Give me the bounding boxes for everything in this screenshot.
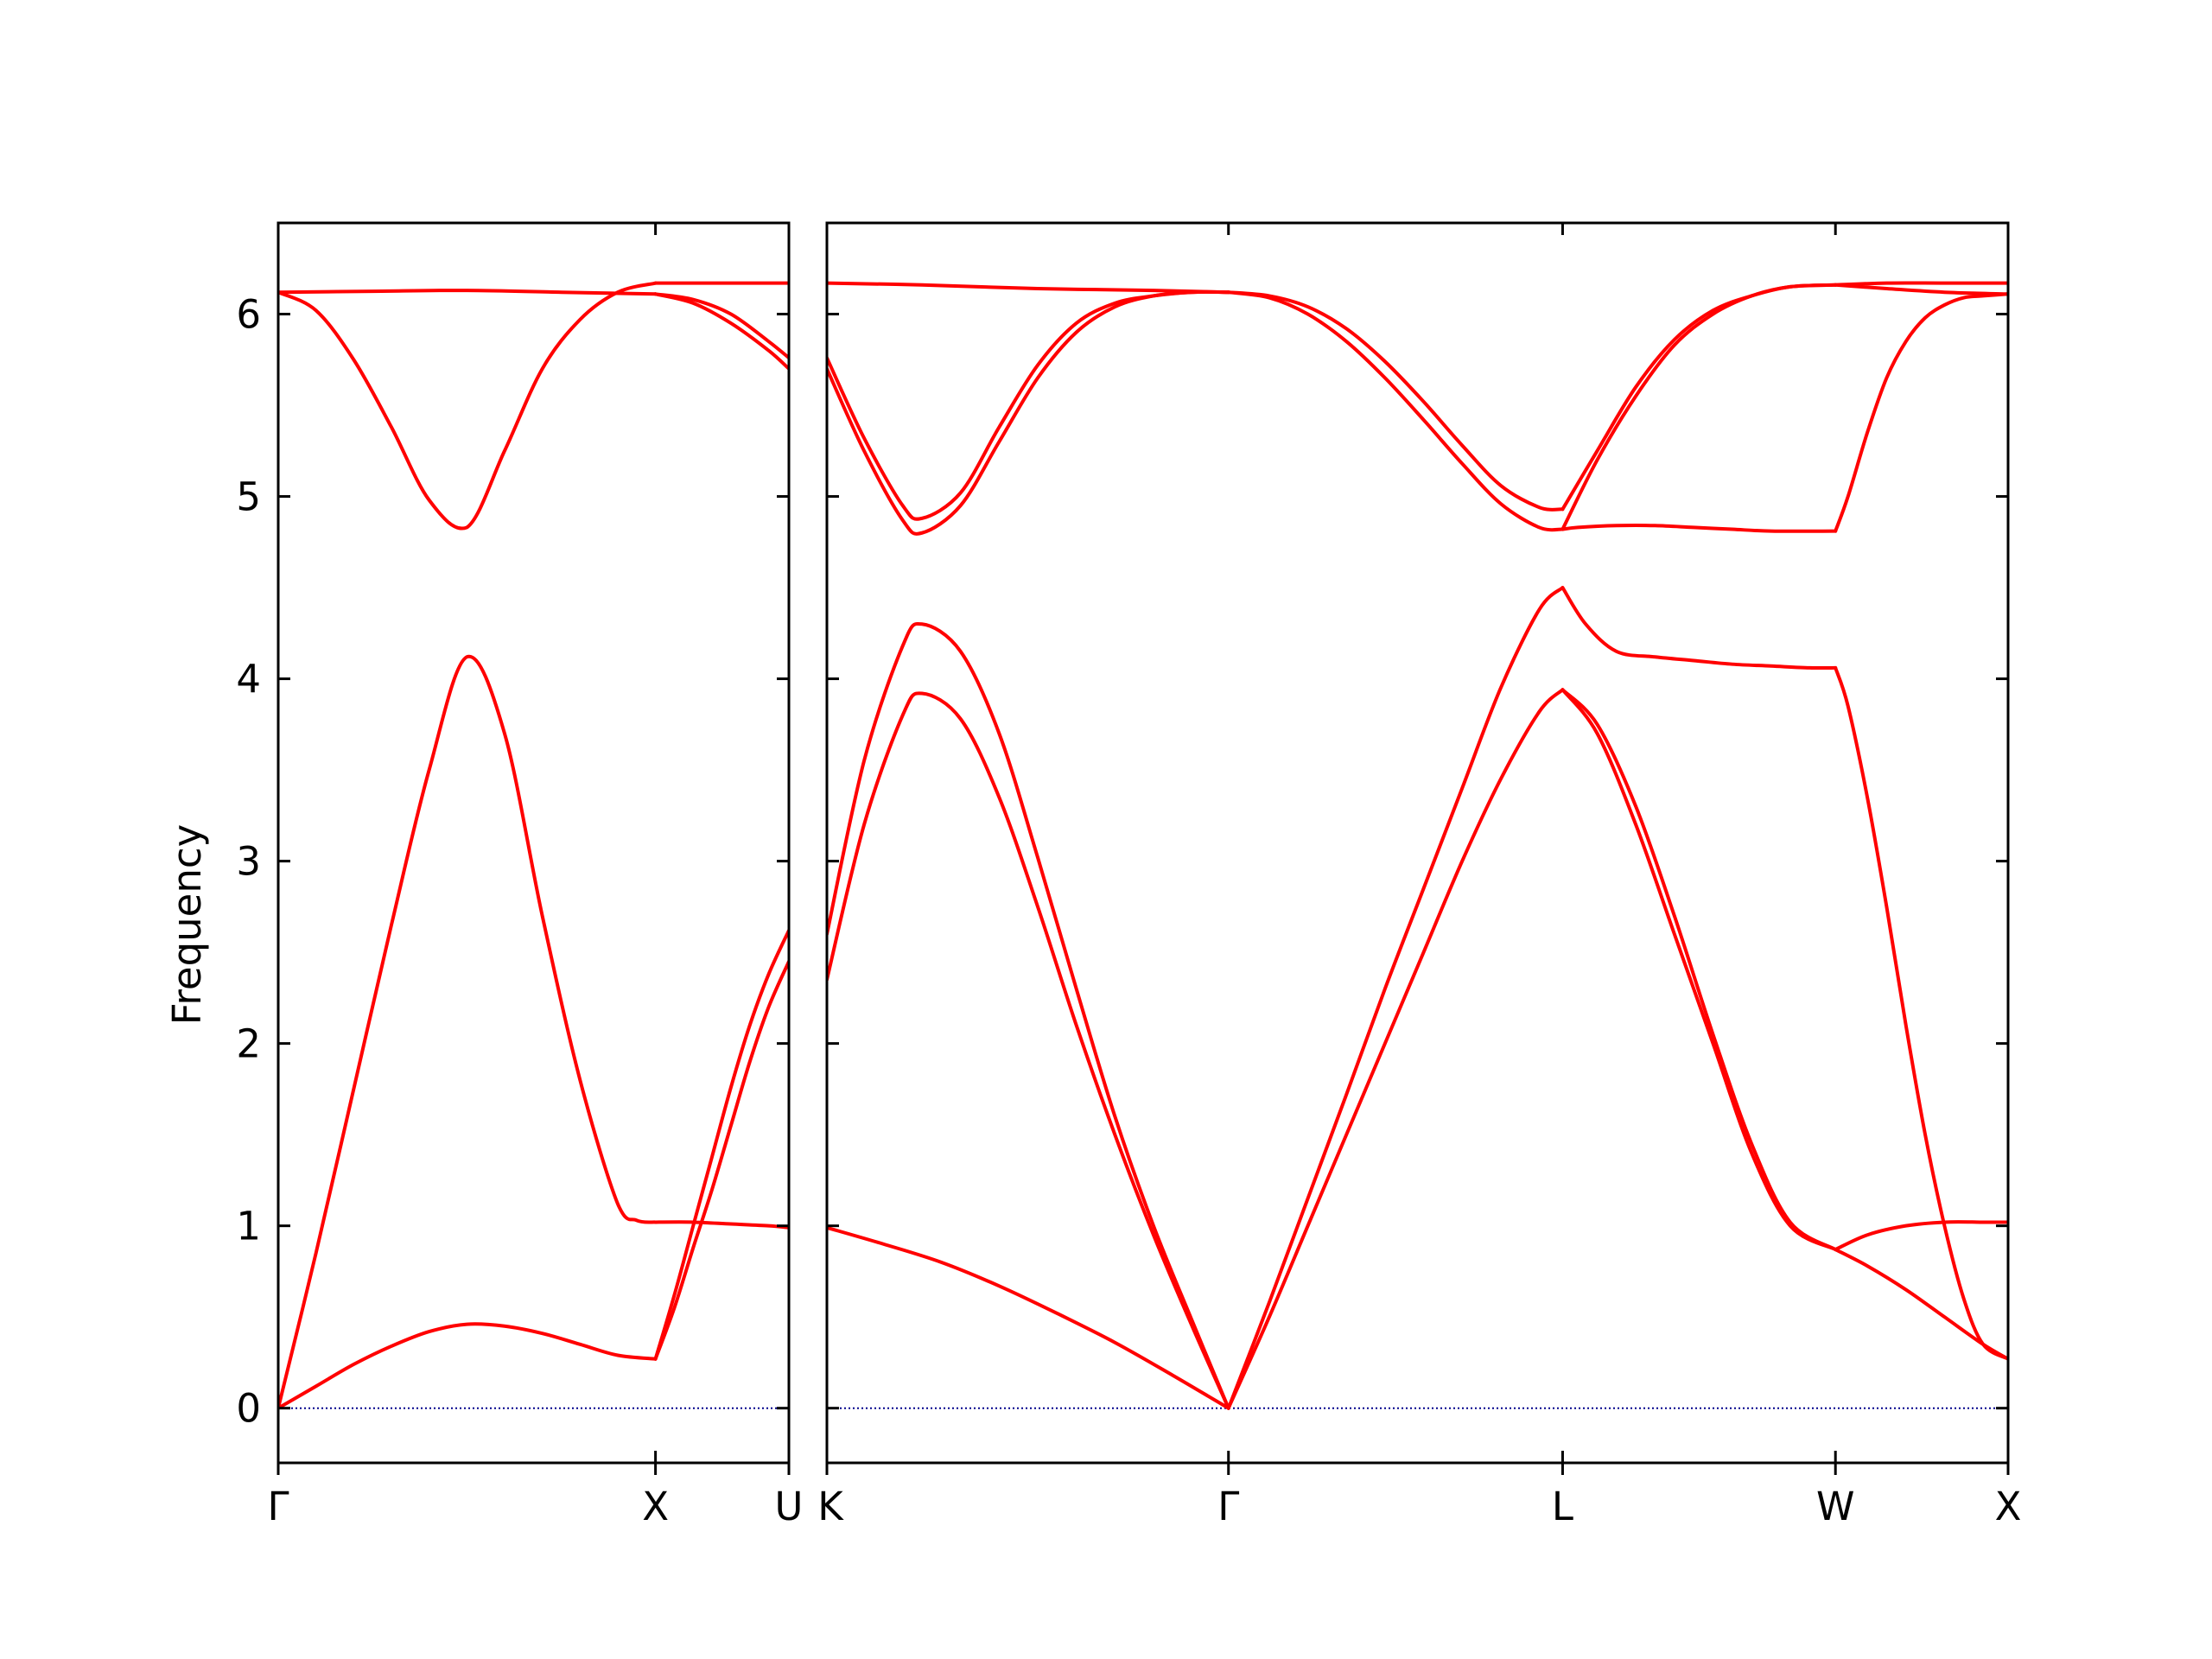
x-tick-label: X bbox=[1995, 1484, 2022, 1529]
band-line bbox=[1226, 290, 1565, 532]
band-line bbox=[1834, 1220, 2008, 1252]
band-line bbox=[827, 281, 1230, 295]
band-line bbox=[1560, 524, 1838, 533]
band-line bbox=[827, 1225, 1230, 1410]
band-line bbox=[1226, 688, 1565, 1410]
x-tick-label: X bbox=[642, 1484, 669, 1529]
band-line bbox=[1560, 586, 1838, 671]
band-line bbox=[653, 292, 789, 360]
y-tick-label: 4 bbox=[236, 657, 261, 702]
band-line bbox=[1226, 586, 1565, 1410]
band-curves bbox=[827, 281, 2008, 1410]
y-tick-label: 1 bbox=[236, 1204, 261, 1249]
band-line bbox=[653, 292, 789, 371]
band-line bbox=[278, 1322, 658, 1410]
band-line bbox=[1560, 283, 1838, 512]
band-line bbox=[1560, 283, 1838, 531]
y-axis-label: Frequency bbox=[164, 824, 210, 1025]
band-line bbox=[827, 289, 1230, 536]
band-line bbox=[827, 691, 1230, 1410]
band-line bbox=[1226, 290, 1565, 512]
band-line bbox=[278, 281, 658, 531]
band-line bbox=[1560, 688, 1838, 1252]
band-line bbox=[653, 959, 789, 1361]
band-line bbox=[827, 621, 1230, 1410]
band-line bbox=[1834, 283, 2008, 296]
y-tick-label: 5 bbox=[236, 474, 261, 520]
y-tick-label: 2 bbox=[236, 1021, 261, 1067]
y-tick-label: 6 bbox=[236, 292, 261, 338]
x-tick-label: L bbox=[1552, 1484, 1573, 1529]
x-tick-label: W bbox=[1816, 1484, 1855, 1529]
band-line bbox=[278, 289, 658, 296]
axes-frame bbox=[825, 221, 2010, 1465]
x-tick-label: Γ bbox=[267, 1484, 289, 1529]
band-line bbox=[1560, 688, 1838, 1252]
band-line bbox=[653, 928, 789, 1361]
band-line bbox=[1834, 281, 2008, 287]
band-line bbox=[1834, 292, 2008, 533]
axes-frame bbox=[276, 221, 791, 1465]
band-curves bbox=[278, 281, 789, 1410]
x-tick-label: Γ bbox=[1217, 1484, 1239, 1529]
plot-panels: 0 1 2 3 4 5 6 Γ X U K Γ L W X bbox=[236, 221, 2022, 1529]
band-line bbox=[653, 1220, 789, 1230]
band-line bbox=[1834, 665, 2008, 1361]
band-line bbox=[827, 289, 1230, 521]
panel-1: 0 1 2 3 4 5 6 Γ X U bbox=[236, 221, 804, 1529]
x-tick-label: U bbox=[775, 1484, 804, 1529]
band-line bbox=[278, 654, 658, 1410]
y-tick-label: 3 bbox=[236, 839, 261, 885]
x-tick-label: K bbox=[817, 1484, 844, 1529]
y-tick-label: 0 bbox=[236, 1386, 261, 1432]
